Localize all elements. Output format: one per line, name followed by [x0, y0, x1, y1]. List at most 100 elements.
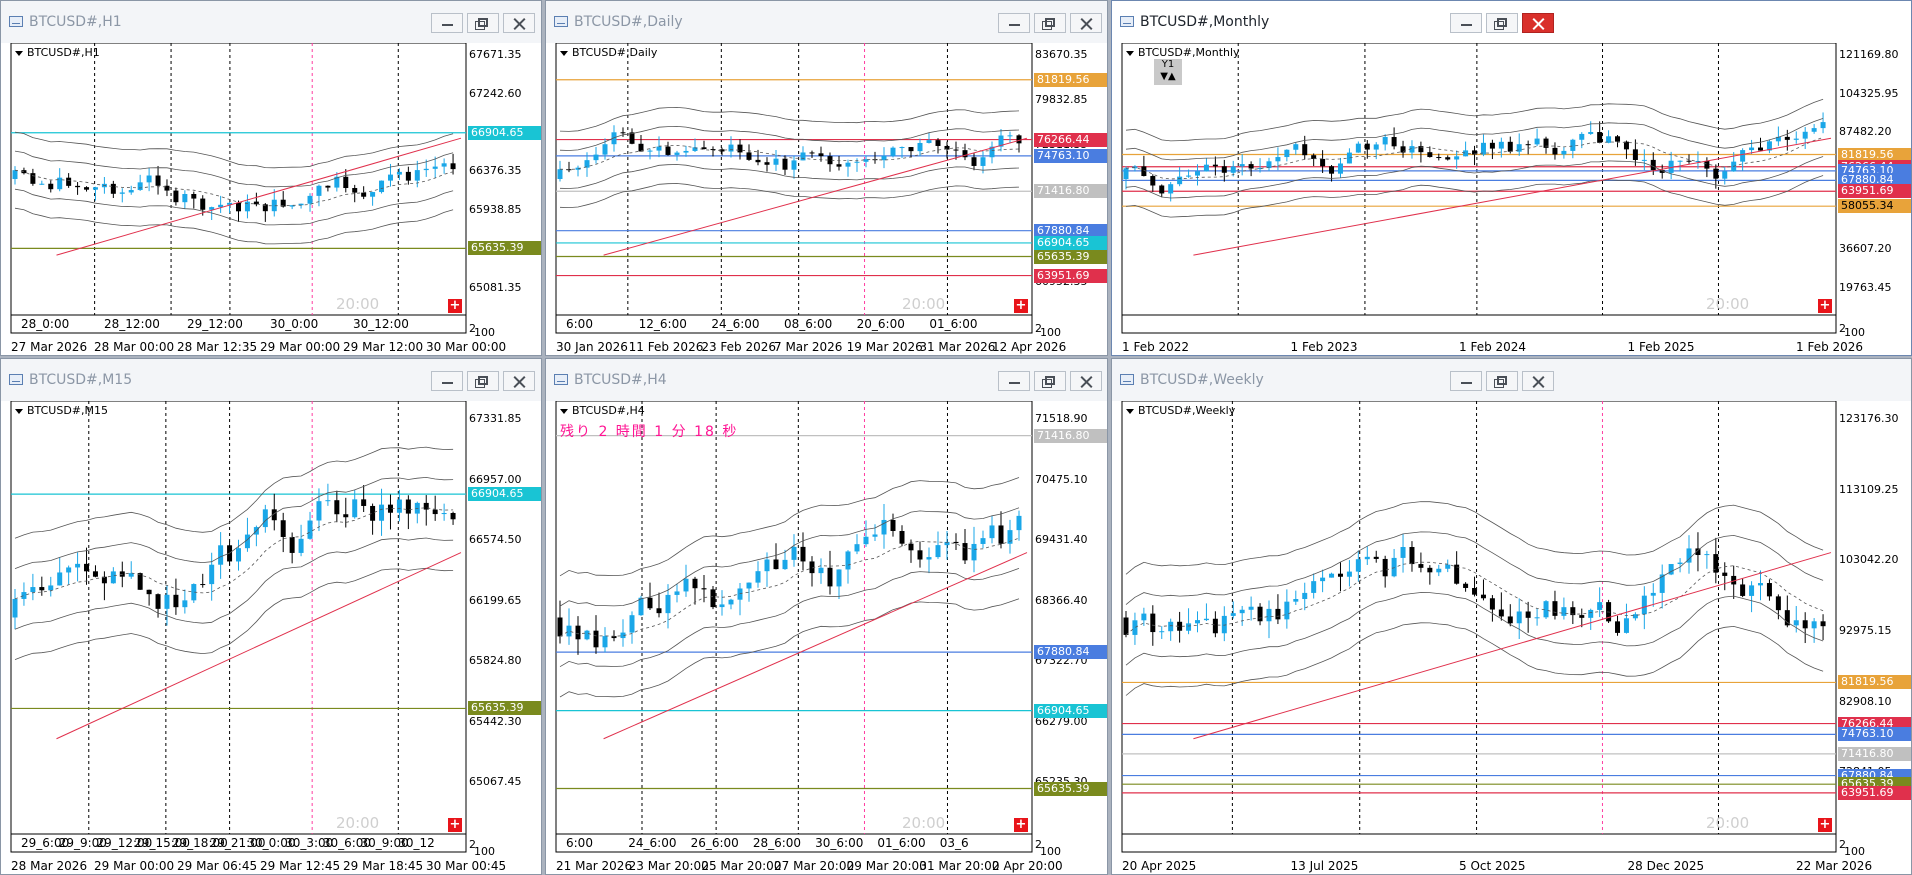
close-button[interactable] [503, 13, 535, 33]
chart-window-daily[interactable]: BTCUSD#,Daily BTCUSD#,Daily 83670.35 79832… [545, 0, 1108, 356]
minimize-button[interactable] [998, 13, 1030, 33]
title-bar[interactable]: BTCUSD#,H1 [1, 1, 541, 43]
add-order-button[interactable]: + [448, 817, 462, 832]
price-chart[interactable] [546, 401, 1107, 874]
close-button[interactable] [1522, 13, 1554, 33]
price-axis-label: 68366.40 [1035, 593, 1088, 607]
dropdown-triangle-icon[interactable] [15, 408, 23, 414]
symbol-label[interactable]: BTCUSD#,H1 [15, 46, 100, 59]
chart-area[interactable]: BTCUSD#,H167671.3567242.6066805.1066376.… [1, 43, 541, 355]
chart-area[interactable]: BTCUSD#,Monthly Y1 ▼▲ 121169.80 104325.95 874… [1112, 43, 1911, 355]
close-button[interactable] [1522, 371, 1554, 391]
close-button[interactable] [1070, 371, 1102, 391]
candle-body [1329, 573, 1335, 578]
add-order-button[interactable]: + [1818, 817, 1832, 832]
dropdown-triangle-icon[interactable] [560, 408, 568, 414]
price-axis-label: 83670.35 [1035, 47, 1088, 61]
minimize-button[interactable] [1450, 371, 1482, 391]
minimize-button[interactable] [431, 371, 463, 391]
dropdown-triangle-icon[interactable] [15, 50, 23, 56]
chart-area[interactable]: BTCUSD#,M15 67331.85 66957.00 66574.50 66199… [1, 401, 541, 874]
candle-body [1275, 157, 1281, 162]
candle-body [1570, 607, 1576, 616]
price-chart[interactable] [1, 401, 541, 874]
candle-body [737, 144, 743, 153]
candle-body [719, 604, 725, 608]
price-chart[interactable] [546, 43, 1107, 355]
title-bar[interactable]: BTCUSD#,M15 [1, 359, 541, 401]
symbol-label[interactable]: BTCUSD#,Daily [560, 46, 657, 59]
title-bar[interactable]: BTCUSD#,Daily [546, 1, 1107, 43]
title-bar[interactable]: BTCUSD#,Monthly [1112, 1, 1911, 43]
candle-body [1579, 615, 1585, 618]
dropdown-triangle-icon[interactable] [1126, 408, 1134, 414]
price-chart[interactable] [1, 43, 541, 355]
candle-body [845, 551, 851, 570]
period-toggle[interactable]: Y1 ▼▲ [1154, 59, 1182, 85]
candle-body [1382, 558, 1388, 577]
candle-body [1677, 160, 1683, 162]
dropdown-triangle-icon[interactable] [560, 50, 568, 56]
time-axis-label: 27 Mar 20:00 [774, 859, 855, 873]
price-level-tag: 81819.56 [1838, 147, 1911, 162]
price-axis-label: 79832.85 [1035, 93, 1088, 107]
symbol-label[interactable]: BTCUSD#,M15 [15, 404, 108, 417]
candle-body [1588, 609, 1594, 618]
candle-body [710, 589, 716, 608]
close-button[interactable] [503, 371, 535, 391]
dropdown-triangle-icon[interactable] [1126, 50, 1134, 56]
candle-body [1391, 557, 1397, 577]
maximize-button[interactable] [467, 371, 499, 391]
chart-window-weekly[interactable]: BTCUSD#,Weekly BTCUSD#,Weekly 123176.30 11… [1111, 358, 1912, 875]
candle-body [935, 140, 941, 146]
period-arrows-icon[interactable]: ▼▲ [1160, 71, 1176, 82]
candle-body [917, 142, 923, 152]
candle-body [1525, 611, 1531, 618]
close-button[interactable] [1070, 13, 1102, 33]
candle-body [1820, 621, 1826, 627]
add-order-button[interactable]: + [1818, 298, 1832, 313]
minimize-button[interactable] [998, 371, 1030, 391]
add-order-button[interactable]: + [1014, 298, 1028, 313]
price-axis-label: 104325.95 [1839, 86, 1899, 100]
price-axis-label: 82908.10 [1839, 694, 1892, 708]
candle-body [1454, 564, 1460, 584]
candle-body [379, 180, 385, 193]
candle-body [683, 150, 689, 153]
candle-body [683, 578, 689, 592]
price-level-tag: 58055.34 [1838, 199, 1911, 214]
minimize-button[interactable] [431, 13, 463, 33]
minimize-button[interactable] [1450, 13, 1482, 33]
add-order-button[interactable]: + [448, 298, 462, 313]
candle-body [692, 147, 698, 151]
price-chart[interactable] [1112, 43, 1911, 355]
title-bar[interactable]: BTCUSD#,Weekly [1112, 359, 1911, 401]
title-bar[interactable]: BTCUSD#,H4 [546, 359, 1107, 401]
candle-body [1802, 131, 1808, 139]
chart-window-h4[interactable]: BTCUSD#,H4 BTCUSD#,H4 残り 2 時間 1 分 18 秒 715… [545, 358, 1108, 875]
price-chart[interactable] [1112, 401, 1911, 874]
chart-area[interactable]: BTCUSD#,Daily83670.3579832.8572311.35684… [546, 43, 1107, 355]
candle-body [1132, 166, 1138, 169]
chart-window-monthly[interactable]: BTCUSD#,Monthly BTCUSD#,Monthly Y1 ▼▲ 12116… [1111, 0, 1912, 356]
chart-area[interactable]: BTCUSD#,Weekly 123176.30 113109.25 103042.2… [1112, 401, 1911, 874]
candle-body [1775, 596, 1781, 611]
candle-body [728, 144, 734, 152]
maximize-button[interactable] [1034, 13, 1066, 33]
add-order-button[interactable]: + [1014, 817, 1028, 832]
maximize-button[interactable] [1486, 371, 1518, 391]
candle-body [1579, 133, 1585, 140]
candle-body [236, 202, 241, 212]
symbol-label[interactable]: BTCUSD#,Weekly [1126, 404, 1235, 417]
chart-window-h1[interactable]: BTCUSD#,H1 BTCUSD#,H167671.3567242.60668… [0, 0, 542, 356]
chart-area[interactable]: BTCUSD#,H4 残り 2 時間 1 分 18 秒 71518.90 70475.… [546, 401, 1107, 874]
maximize-button[interactable] [1486, 13, 1518, 33]
symbol-label[interactable]: BTCUSD#,H4 [560, 404, 645, 417]
symbol-label[interactable]: BTCUSD#,Monthly [1126, 46, 1240, 59]
maximize-button[interactable] [467, 13, 499, 33]
candle-body [1337, 573, 1343, 577]
candle-body [218, 204, 224, 208]
price-axis-label: 67671.35 [469, 47, 522, 61]
maximize-button[interactable] [1034, 371, 1066, 391]
chart-window-m15[interactable]: BTCUSD#,M15 BTCUSD#,M15 67331.85 66957.00 6… [0, 358, 542, 875]
